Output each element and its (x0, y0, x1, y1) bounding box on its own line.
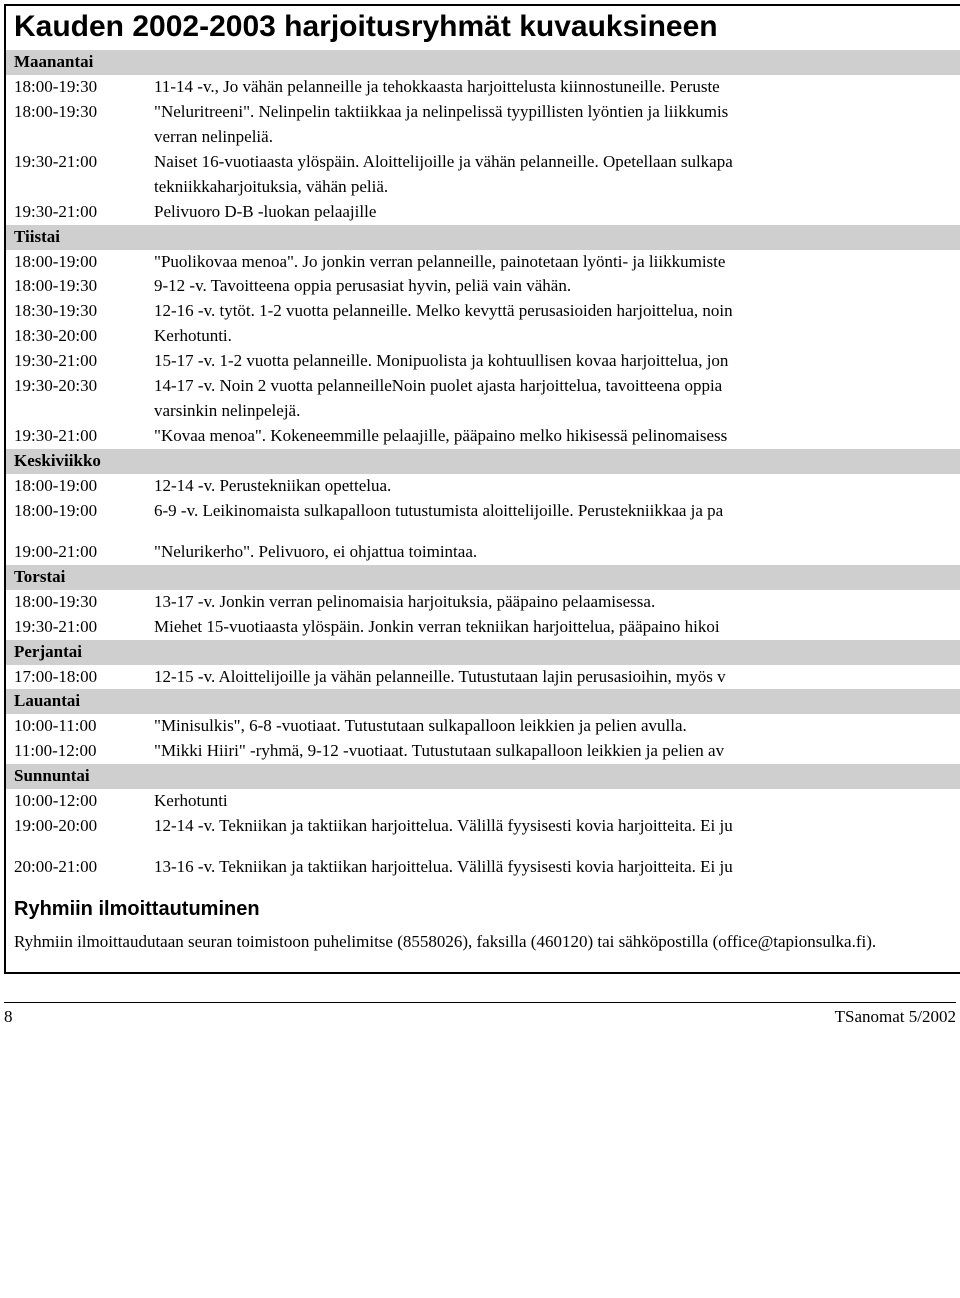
page-footer: 8 TSanomat 5/2002 (4, 1002, 956, 1027)
time-cell: 19:30-21:00 (6, 615, 146, 640)
schedule-row: 18:00-19:309-12 -v. Tavoitteena oppia pe… (6, 274, 960, 299)
schedule-row: 18:30-19:3012-16 -v. tytöt. 1-2 vuotta p… (6, 299, 960, 324)
day-label: Lauantai (6, 689, 960, 714)
day-header-row: Torstai (6, 565, 960, 590)
description-cell: Naiset 16-vuotiaasta ylöspäin. Aloitteli… (146, 150, 960, 175)
description-cell: Kerhotunti. (146, 324, 960, 349)
schedule-row: 19:30-21:00Pelivuoro D-B -luokan pelaaji… (6, 200, 960, 225)
description-cell: 13-16 -v. Tekniikan ja taktiikan harjoit… (146, 855, 960, 880)
publication-label: TSanomat 5/2002 (835, 1007, 956, 1027)
description-cell: 12-14 -v. Perustekniikan opettelua. (146, 474, 960, 499)
schedule-row: tekniikkaharjoituksia, vähän peliä. (6, 175, 960, 200)
description-cell: Miehet 15-vuotiaasta ylöspäin. Jonkin ve… (146, 615, 960, 640)
day-label: Sunnuntai (6, 764, 960, 789)
signup-heading: Ryhmiin ilmoittautuminen (6, 880, 960, 931)
page-number: 8 (4, 1007, 13, 1027)
schedule-row: 20:00-21:0013-16 -v. Tekniikan ja taktii… (6, 855, 960, 880)
schedule-row: 10:00-11:00"Minisulkis", 6-8 -vuotiaat. … (6, 714, 960, 739)
time-cell: 17:00-18:00 (6, 665, 146, 690)
schedule-row: 19:00-21:00"Nelurikerho". Pelivuoro, ei … (6, 540, 960, 565)
description-cell: verran nelinpeliä. (146, 125, 960, 150)
description-cell: 12-16 -v. tytöt. 1-2 vuotta pelanneille.… (146, 299, 960, 324)
time-cell (6, 175, 146, 200)
day-label: Perjantai (6, 640, 960, 665)
day-label: Torstai (6, 565, 960, 590)
day-header-row: Tiistai (6, 225, 960, 250)
description-cell: "Minisulkis", 6-8 -vuotiaat. Tutustutaan… (146, 714, 960, 739)
schedule-row: 19:30-21:00Naiset 16-vuotiaasta ylöspäin… (6, 150, 960, 175)
description-cell: "Puolikovaa menoa". Jo jonkin verran pel… (146, 250, 960, 275)
description-cell: 11-14 -v., Jo vähän pelanneille ja tehok… (146, 75, 960, 100)
schedule-row: 19:30-20:3014-17 -v. Noin 2 vuotta pelan… (6, 374, 960, 399)
schedule-row: 18:00-19:30"Neluritreeni". Nelinpelin ta… (6, 100, 960, 125)
time-cell: 19:30-21:00 (6, 424, 146, 449)
time-cell: 18:30-20:00 (6, 324, 146, 349)
time-cell: 18:00-19:30 (6, 274, 146, 299)
description-cell: 13-17 -v. Jonkin verran pelinomaisia har… (146, 590, 960, 615)
description-cell: 15-17 -v. 1-2 vuotta pelanneille. Monipu… (146, 349, 960, 374)
description-cell: tekniikkaharjoituksia, vähän peliä. (146, 175, 960, 200)
schedule-row: 18:00-19:00"Puolikovaa menoa". Jo jonkin… (6, 250, 960, 275)
description-cell: "Nelurikerho". Pelivuoro, ei ohjattua to… (146, 540, 960, 565)
description-cell: 14-17 -v. Noin 2 vuotta pelanneilleNoin … (146, 374, 960, 399)
time-cell: 18:00-19:30 (6, 75, 146, 100)
document-page: Kauden 2002-2003 harjoitusryhmät kuvauks… (4, 4, 960, 974)
schedule-row: 10:00-12:00Kerhotunti (6, 789, 960, 814)
description-cell: 9-12 -v. Tavoitteena oppia perusasiat hy… (146, 274, 960, 299)
day-label: Maanantai (6, 50, 960, 75)
time-cell: 10:00-11:00 (6, 714, 146, 739)
schedule-row: 19:30-21:0015-17 -v. 1-2 vuotta pelannei… (6, 349, 960, 374)
description-cell: Pelivuoro D-B -luokan pelaajille (146, 200, 960, 225)
description-cell: "Mikki Hiiri" -ryhmä, 9-12 -vuotiaat. Tu… (146, 739, 960, 764)
schedule-row: 19:30-21:00"Kovaa menoa". Kokeneemmille … (6, 424, 960, 449)
day-label: Keskiviikko (6, 449, 960, 474)
schedule-row: 17:00-18:0012-15 -v. Aloittelijoille ja … (6, 665, 960, 690)
day-label: Tiistai (6, 225, 960, 250)
day-header-row: Keskiviikko (6, 449, 960, 474)
time-cell: 18:00-19:30 (6, 590, 146, 615)
description-cell: 12-15 -v. Aloittelijoille ja vähän pelan… (146, 665, 960, 690)
schedule-row: verran nelinpeliä. (6, 125, 960, 150)
description-cell: 12-14 -v. Tekniikan ja taktiikan harjoit… (146, 814, 960, 839)
time-cell (6, 125, 146, 150)
time-cell: 19:00-20:00 (6, 814, 146, 839)
time-cell: 18:00-19:00 (6, 474, 146, 499)
spacer-row (6, 839, 960, 855)
time-cell: 18:30-19:30 (6, 299, 146, 324)
time-cell: 20:00-21:00 (6, 855, 146, 880)
schedule-row: 18:00-19:006-9 -v. Leikinomaista sulkapa… (6, 499, 960, 524)
description-cell: "Neluritreeni". Nelinpelin taktiikkaa ja… (146, 100, 960, 125)
time-cell: 19:30-21:00 (6, 349, 146, 374)
time-cell: 18:00-19:00 (6, 499, 146, 524)
schedule-row: 11:00-12:00"Mikki Hiiri" -ryhmä, 9-12 -v… (6, 739, 960, 764)
description-cell: varsinkin nelinpelejä. (146, 399, 960, 424)
spacer-row (6, 524, 960, 540)
description-cell: "Kovaa menoa". Kokeneemmille pelaajille,… (146, 424, 960, 449)
day-header-row: Perjantai (6, 640, 960, 665)
schedule-row: 18:00-19:0012-14 -v. Perustekniikan opet… (6, 474, 960, 499)
schedule-table: Maanantai18:00-19:3011-14 -v., Jo vähän … (6, 50, 960, 880)
page-title: Kauden 2002-2003 harjoitusryhmät kuvauks… (6, 6, 960, 50)
schedule-row: 18:30-20:00Kerhotunti. (6, 324, 960, 349)
time-cell: 19:30-21:00 (6, 150, 146, 175)
time-cell: 19:30-20:30 (6, 374, 146, 399)
day-header-row: Lauantai (6, 689, 960, 714)
time-cell: 18:00-19:30 (6, 100, 146, 125)
time-cell: 19:00-21:00 (6, 540, 146, 565)
schedule-row: varsinkin nelinpelejä. (6, 399, 960, 424)
signup-body: Ryhmiin ilmoittaudutaan seuran toimistoo… (6, 931, 960, 972)
time-cell: 11:00-12:00 (6, 739, 146, 764)
schedule-row: 18:00-19:3013-17 -v. Jonkin verran pelin… (6, 590, 960, 615)
description-cell: Kerhotunti (146, 789, 960, 814)
description-cell: 6-9 -v. Leikinomaista sulkapalloon tutus… (146, 499, 960, 524)
schedule-row: 19:00-20:0012-14 -v. Tekniikan ja taktii… (6, 814, 960, 839)
schedule-row: 19:30-21:00Miehet 15-vuotiaasta ylöspäin… (6, 615, 960, 640)
time-cell (6, 399, 146, 424)
day-header-row: Maanantai (6, 50, 960, 75)
time-cell: 18:00-19:00 (6, 250, 146, 275)
schedule-row: 18:00-19:3011-14 -v., Jo vähän pelanneil… (6, 75, 960, 100)
time-cell: 10:00-12:00 (6, 789, 146, 814)
day-header-row: Sunnuntai (6, 764, 960, 789)
time-cell: 19:30-21:00 (6, 200, 146, 225)
